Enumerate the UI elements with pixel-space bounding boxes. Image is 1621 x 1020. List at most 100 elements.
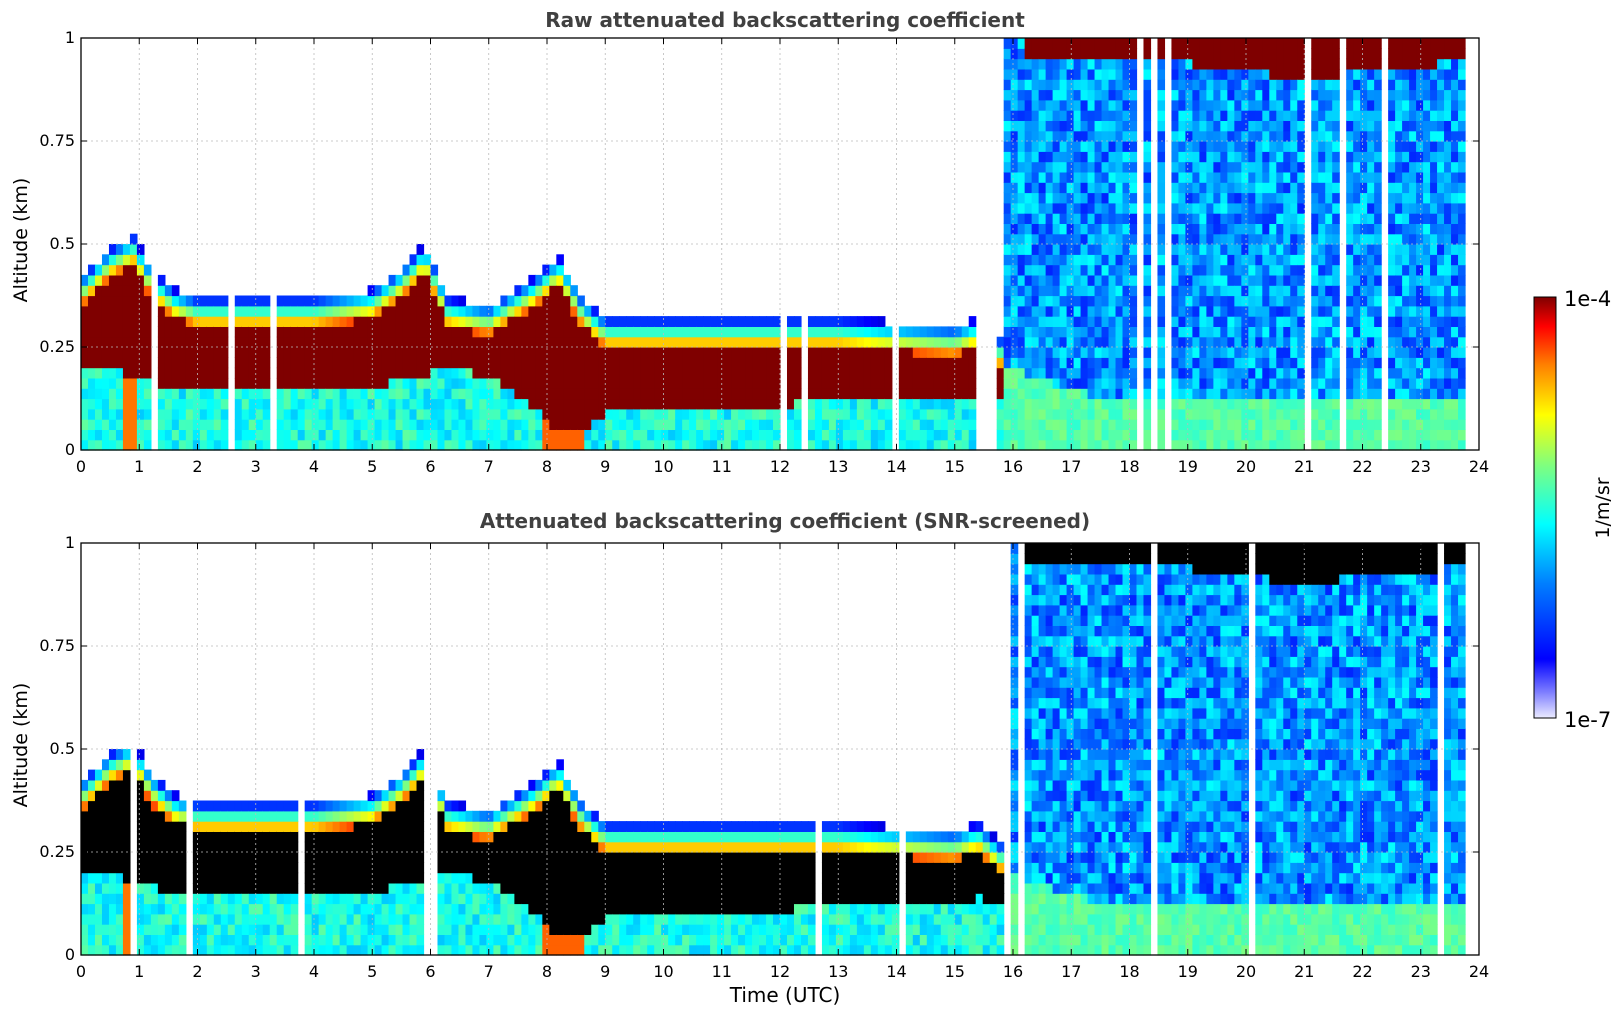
heatmap-cell (108, 347, 117, 358)
heatmap-cell (367, 357, 376, 369)
heatmap-cell (374, 831, 383, 843)
heatmap-cell (898, 347, 907, 358)
heatmap-cell (961, 377, 970, 389)
heatmap-cell (1325, 408, 1333, 420)
heatmap-cell (136, 398, 145, 410)
heatmap-cell (94, 913, 103, 925)
heatmap-cell (1010, 171, 1019, 183)
heatmap-cell (1017, 305, 1026, 317)
heatmap-cell (81, 862, 89, 874)
heatmap-cell (1332, 377, 1340, 389)
heatmap-cell (1052, 182, 1061, 194)
x-tick-label: 6 (425, 457, 435, 476)
heatmap-cell (318, 336, 327, 348)
heatmap-cell (388, 316, 397, 327)
heatmap-cell (1353, 99, 1361, 111)
heatmap-cell (1297, 89, 1305, 101)
heatmap-cell (206, 913, 215, 925)
heatmap-cell (1101, 388, 1110, 400)
heatmap-cell (220, 377, 229, 389)
heatmap-cell (1374, 285, 1382, 297)
heatmap-cell (577, 336, 585, 348)
heatmap-cell (863, 388, 872, 400)
heatmap-cell (192, 831, 201, 843)
heatmap-cell (1101, 141, 1110, 152)
heatmap-cell (1038, 285, 1047, 297)
heatmap-cell (185, 347, 194, 358)
heatmap-cell (1374, 244, 1382, 255)
heatmap-cell (1430, 38, 1438, 49)
heatmap-cell (94, 326, 103, 338)
heatmap-cell (1255, 429, 1263, 441)
heatmap-cell (1269, 110, 1277, 121)
heatmap-cell (1185, 89, 1194, 101)
heatmap-cell (1367, 295, 1375, 307)
heatmap-cell (1024, 48, 1033, 60)
heatmap-cell (311, 439, 320, 451)
heatmap-cell (178, 326, 187, 338)
heatmap-cell (619, 388, 627, 400)
heatmap-cell (1416, 48, 1424, 60)
heatmap-cell (486, 377, 495, 389)
heatmap-cell (1003, 305, 1012, 317)
heatmap-cell (1248, 244, 1256, 255)
heatmap-cell (262, 924, 271, 935)
x-tick-label: 8 (542, 457, 552, 476)
heatmap-cell (1213, 429, 1221, 441)
heatmap-cell (1220, 285, 1228, 297)
heatmap-cell (297, 408, 306, 420)
heatmap-cell (633, 336, 641, 348)
heatmap-cell (689, 388, 697, 400)
heatmap-cell (367, 419, 376, 430)
heatmap-cell (1297, 285, 1305, 297)
heatmap-cell (1388, 316, 1396, 327)
heatmap-cell (1444, 398, 1452, 410)
heatmap-cell (1430, 419, 1438, 430)
heatmap-cell (150, 924, 159, 935)
heatmap-cell (262, 326, 271, 338)
heatmap-cell (1059, 295, 1068, 307)
heatmap-cell (206, 852, 215, 863)
heatmap-cell (1045, 161, 1054, 173)
heatmap-cell (605, 357, 613, 369)
heatmap-cell (863, 439, 872, 451)
heatmap-cell (1360, 285, 1368, 297)
x-tick-label: 4 (309, 457, 319, 476)
heatmap-cell (87, 934, 96, 946)
heatmap-cell (556, 419, 564, 430)
heatmap-cell (1220, 99, 1228, 111)
heatmap-cell (1276, 120, 1284, 132)
heatmap-cell (1199, 316, 1207, 327)
heatmap-cell (1444, 79, 1452, 91)
heatmap-cell (870, 347, 879, 358)
heatmap-cell (1108, 336, 1117, 348)
heatmap-cell (856, 316, 865, 327)
heatmap-cell (1297, 336, 1305, 348)
heatmap-cell (1255, 58, 1263, 70)
heatmap-cell (367, 944, 376, 956)
heatmap-cell (1262, 202, 1270, 214)
heatmap-cell (234, 316, 243, 327)
heatmap-cell (1108, 213, 1117, 224)
heatmap-cell (1409, 357, 1417, 369)
heatmap-cell (430, 398, 439, 410)
heatmap-cell (437, 367, 446, 379)
heatmap-cell (192, 903, 201, 915)
heatmap-cell (1346, 244, 1354, 255)
heatmap-cell (640, 357, 648, 369)
heatmap-cell (115, 769, 124, 781)
heatmap-cell (605, 398, 613, 410)
heatmap-cell (1080, 79, 1089, 91)
heatmap-cell (374, 800, 383, 812)
heatmap-cell (1290, 182, 1298, 194)
heatmap-cell (1192, 367, 1200, 379)
heatmap-cell (766, 439, 774, 451)
heatmap-cell (766, 429, 774, 441)
heatmap-cell (1094, 171, 1103, 183)
heatmap-cell (332, 357, 341, 369)
heatmap-cell (675, 419, 683, 430)
heatmap-cell (1458, 398, 1466, 410)
x-tick-label: 12 (770, 457, 790, 476)
heatmap-cell (297, 439, 306, 451)
heatmap-cell (1248, 357, 1256, 369)
